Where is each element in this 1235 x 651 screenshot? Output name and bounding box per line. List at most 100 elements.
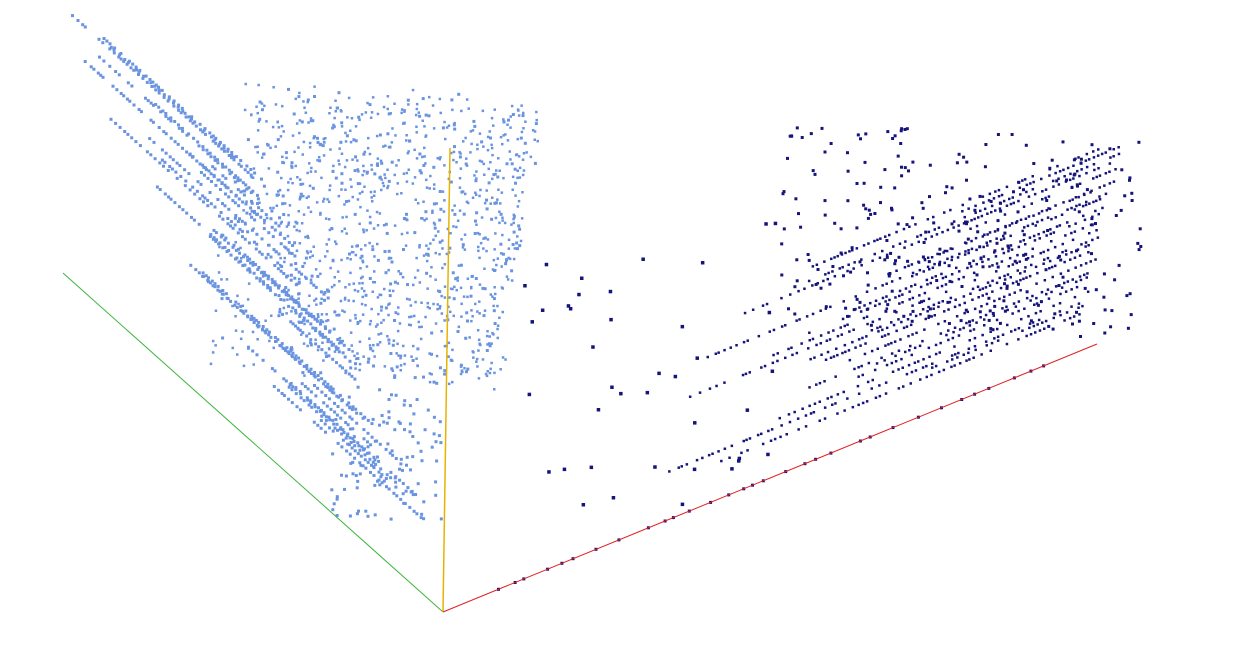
- point: [831, 270, 834, 273]
- point: [377, 333, 380, 336]
- point: [976, 230, 980, 234]
- point: [366, 514, 370, 518]
- point: [409, 304, 413, 307]
- point: [399, 369, 402, 372]
- point: [862, 244, 866, 247]
- point: [915, 273, 918, 276]
- point: [173, 201, 177, 205]
- point: [641, 257, 645, 261]
- point: [122, 59, 126, 63]
- point: [351, 350, 354, 353]
- point: [313, 85, 316, 88]
- point: [378, 133, 382, 137]
- point: [1068, 225, 1071, 228]
- point: [474, 302, 477, 306]
- point: [451, 287, 454, 291]
- point: [844, 251, 847, 255]
- point: [853, 367, 856, 371]
- point: [982, 255, 986, 258]
- point: [1062, 168, 1065, 172]
- point: [379, 467, 383, 471]
- point: [354, 367, 357, 370]
- point: [298, 229, 301, 233]
- point: [261, 358, 265, 362]
- point: [378, 293, 381, 296]
- point: [371, 200, 374, 203]
- point: [302, 316, 306, 320]
- point: [1066, 221, 1069, 224]
- point: [478, 283, 482, 286]
- point: [163, 192, 167, 196]
- point: [394, 480, 398, 484]
- point: [923, 257, 926, 261]
- point: [444, 137, 447, 141]
- point: [418, 325, 421, 329]
- point: [893, 309, 897, 313]
- point: [397, 420, 401, 424]
- point: [892, 323, 896, 327]
- point: [358, 282, 361, 285]
- point: [513, 247, 517, 250]
- point: [340, 152, 344, 155]
- point: [157, 126, 161, 129]
- point: [516, 235, 519, 238]
- point: [994, 209, 997, 212]
- point: [1001, 247, 1004, 251]
- point: [403, 110, 406, 113]
- point: [267, 167, 271, 170]
- point: [294, 392, 298, 396]
- point: [956, 356, 959, 359]
- point: [425, 217, 428, 221]
- point: [227, 154, 231, 157]
- point: [307, 403, 311, 407]
- point: [328, 228, 332, 232]
- point: [243, 168, 247, 172]
- point: [280, 342, 284, 346]
- point: [1058, 302, 1062, 305]
- point: [1015, 280, 1018, 283]
- point: [389, 352, 393, 355]
- point: [998, 297, 1001, 301]
- point: [740, 451, 743, 455]
- point: [190, 215, 193, 219]
- point: [457, 264, 461, 267]
- point: [282, 288, 286, 292]
- point: [885, 295, 888, 298]
- point: [1061, 140, 1065, 144]
- point: [393, 375, 397, 379]
- point: [92, 67, 96, 71]
- point: [201, 145, 205, 149]
- point: [438, 218, 442, 222]
- point: [160, 148, 164, 152]
- point: [996, 265, 1000, 269]
- point: [380, 473, 384, 477]
- point: [869, 323, 873, 327]
- point: [416, 364, 419, 367]
- point: [351, 405, 355, 409]
- point: [128, 99, 132, 103]
- point: [522, 169, 526, 172]
- point: [223, 245, 227, 249]
- point: [258, 279, 262, 283]
- point: [279, 269, 283, 273]
- point: [925, 278, 929, 282]
- point: [277, 190, 280, 193]
- point: [1002, 237, 1006, 240]
- point: [879, 185, 883, 189]
- point: [319, 419, 323, 422]
- point: [1075, 285, 1079, 289]
- point: [289, 278, 293, 282]
- point: [452, 297, 456, 301]
- point: [773, 437, 777, 441]
- point: [361, 190, 364, 194]
- point: [298, 242, 302, 245]
- point: [951, 336, 955, 340]
- point: [916, 235, 919, 238]
- point: [422, 500, 426, 504]
- point: [309, 314, 312, 318]
- point: [353, 212, 357, 216]
- point: [289, 273, 293, 277]
- point: [1024, 217, 1028, 220]
- point: [386, 95, 390, 98]
- point: [490, 217, 494, 221]
